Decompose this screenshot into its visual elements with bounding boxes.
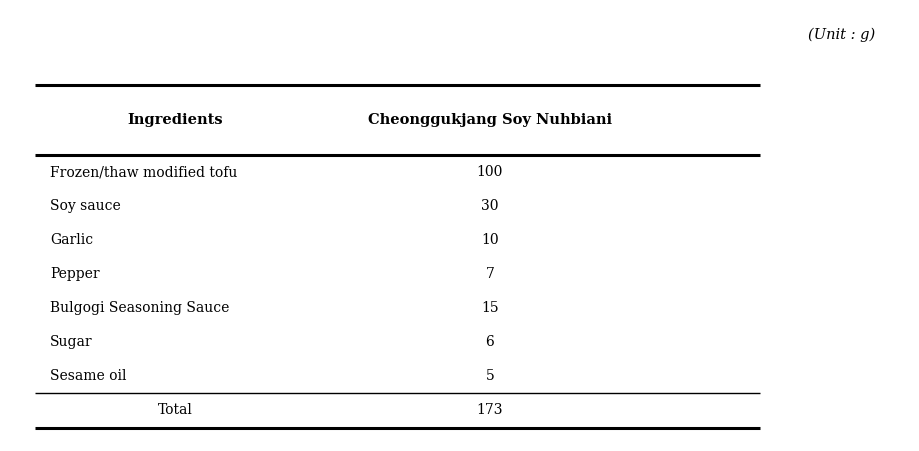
Text: 30: 30 bbox=[481, 199, 498, 213]
Text: (Unit : g): (Unit : g) bbox=[807, 28, 874, 42]
Text: 10: 10 bbox=[481, 233, 498, 247]
Text: Garlic: Garlic bbox=[50, 233, 93, 247]
Text: 7: 7 bbox=[485, 267, 494, 281]
Text: 5: 5 bbox=[485, 369, 494, 383]
Text: Bulgogi Seasoning Sauce: Bulgogi Seasoning Sauce bbox=[50, 301, 229, 315]
Text: Sesame oil: Sesame oil bbox=[50, 369, 127, 383]
Text: Total: Total bbox=[157, 404, 192, 418]
Text: 15: 15 bbox=[481, 301, 498, 315]
Text: Frozen/thaw modified tofu: Frozen/thaw modified tofu bbox=[50, 165, 237, 179]
Text: Pepper: Pepper bbox=[50, 267, 99, 281]
Text: 173: 173 bbox=[476, 404, 503, 418]
Text: 100: 100 bbox=[476, 165, 503, 179]
Text: Sugar: Sugar bbox=[50, 335, 93, 349]
Text: Ingredients: Ingredients bbox=[127, 113, 222, 127]
Text: 6: 6 bbox=[485, 335, 494, 349]
Text: Soy sauce: Soy sauce bbox=[50, 199, 120, 213]
Text: Cheonggukjang Soy Nuhbiani: Cheonggukjang Soy Nuhbiani bbox=[368, 113, 611, 127]
